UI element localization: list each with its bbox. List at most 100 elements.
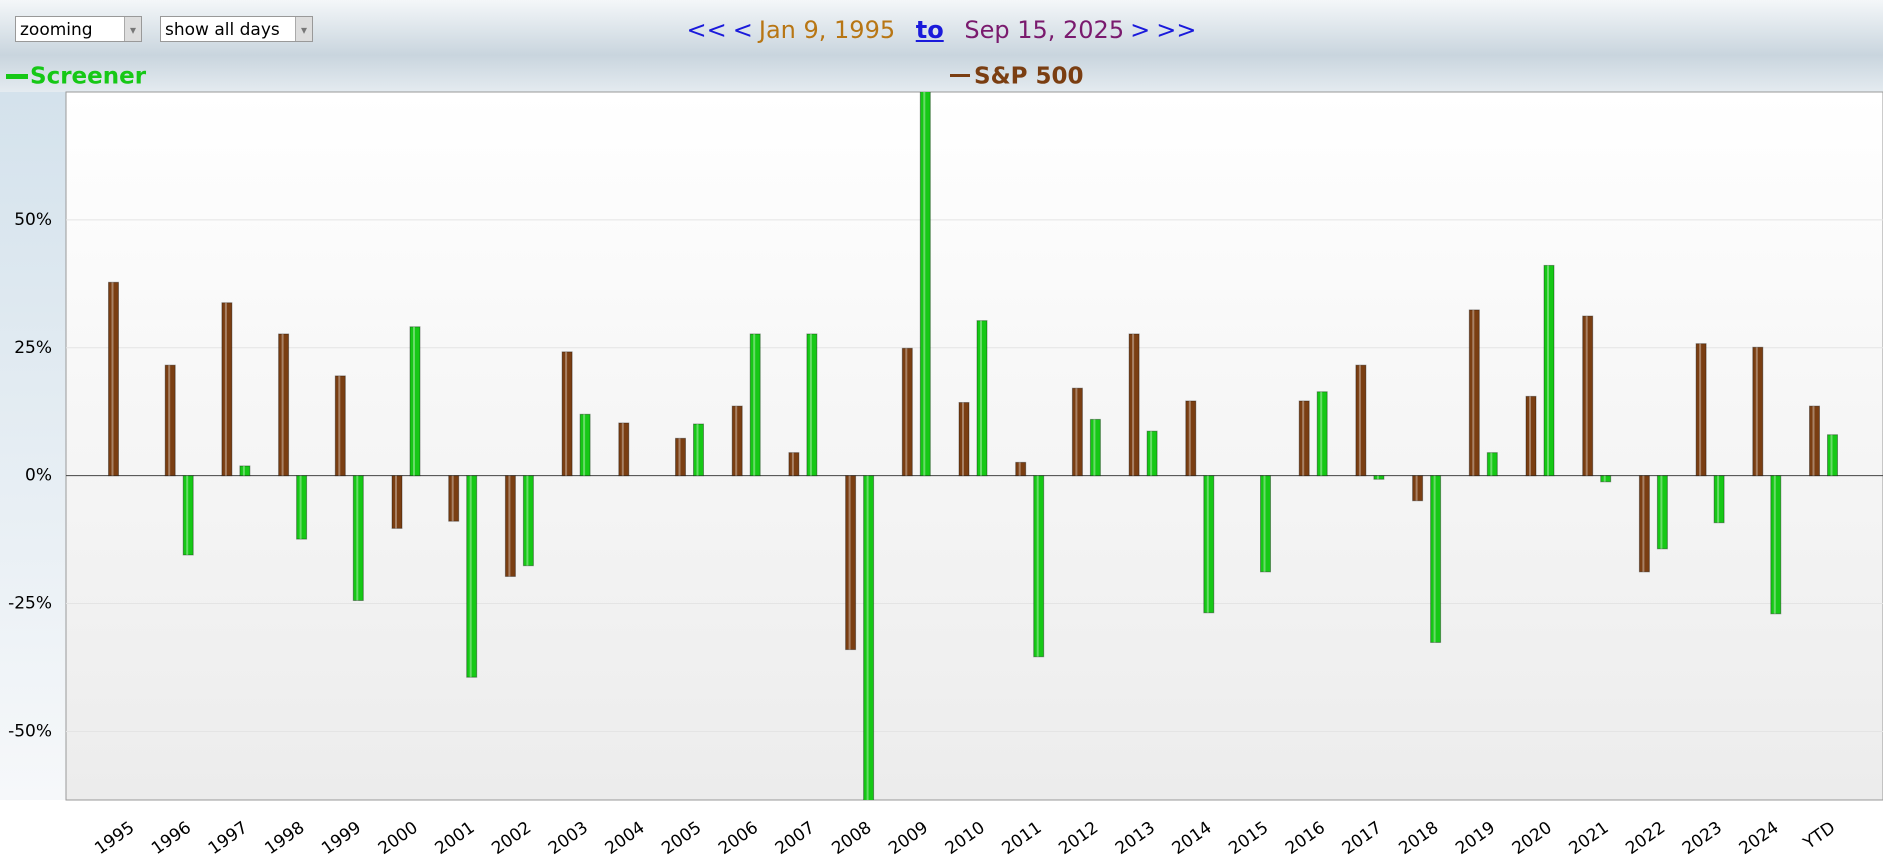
x-tick-label: 2010 — [942, 818, 989, 859]
bar — [618, 422, 630, 477]
x-tick-label: 2011 — [999, 818, 1046, 859]
bar — [976, 320, 988, 477]
bar-highlight — [469, 475, 472, 678]
bar-highlight — [1717, 475, 1720, 523]
bar — [182, 475, 194, 556]
bar-highlight — [1830, 434, 1833, 476]
x-tick-label: 2009 — [885, 818, 932, 859]
header — [0, 0, 1883, 92]
bar-highlight — [1376, 475, 1379, 480]
bar — [1468, 309, 1480, 477]
bar-highlight — [1036, 475, 1039, 657]
bar-highlight — [1188, 400, 1191, 476]
y-tick-label: -25% — [8, 594, 52, 614]
bar-highlight — [848, 475, 851, 650]
bar-highlight — [1415, 475, 1418, 501]
bar — [1373, 475, 1385, 480]
end-date[interactable]: Sep 15, 2025 — [964, 16, 1125, 44]
bar-highlight — [395, 475, 397, 529]
bar — [863, 475, 875, 800]
x-tick-label: 2008 — [828, 818, 875, 859]
bar-highlight — [1699, 343, 1702, 476]
start-date[interactable]: Jan 9, 1995 — [758, 16, 896, 44]
bar — [1015, 461, 1027, 477]
plot-area — [65, 91, 1883, 801]
bar-highlight — [356, 475, 359, 601]
bar-highlight — [242, 465, 245, 476]
last-button[interactable]: >> — [1156, 16, 1197, 44]
bar-highlight — [980, 320, 982, 476]
bar — [1809, 405, 1820, 477]
bar-highlight — [451, 475, 454, 522]
bar — [675, 437, 686, 477]
x-tick-label: 2018 — [1395, 818, 1442, 859]
bar-highlight — [1585, 316, 1588, 476]
bar — [1412, 475, 1424, 502]
next-button[interactable]: > — [1130, 16, 1151, 44]
bar — [164, 364, 176, 477]
bar-highlight — [621, 422, 624, 476]
bar-highlight — [791, 452, 794, 476]
bar — [1089, 418, 1101, 477]
prev-button[interactable]: < — [732, 16, 753, 44]
bar-highlight — [111, 282, 114, 476]
bar-highlight — [1812, 406, 1815, 476]
bar — [1638, 475, 1650, 573]
y-tick-label: 25% — [14, 338, 52, 358]
bar-highlight — [1773, 475, 1776, 614]
x-tick-label: 1996 — [148, 818, 195, 859]
bar — [278, 333, 290, 477]
first-button[interactable]: << — [686, 16, 727, 44]
bar-highlight — [186, 475, 189, 555]
bar-highlight — [1490, 452, 1493, 476]
bar — [334, 375, 346, 477]
bar-highlight — [753, 333, 756, 476]
zoom-select[interactable]: zooming — [15, 16, 142, 42]
bar-highlight — [1132, 333, 1135, 476]
bar — [1185, 400, 1197, 477]
bar — [901, 347, 913, 477]
x-tick-label: 2017 — [1339, 818, 1386, 859]
y-tick-label: 50% — [14, 210, 52, 230]
bar — [221, 302, 233, 477]
x-tick-label: 2012 — [1055, 818, 1102, 859]
x-tick-label: 2023 — [1679, 818, 1726, 859]
bar — [1128, 333, 1140, 477]
bar-highlight — [1755, 347, 1758, 476]
bar — [806, 333, 818, 477]
bar — [1071, 387, 1083, 477]
bar — [1298, 400, 1310, 477]
bar — [1827, 434, 1838, 477]
bar — [579, 413, 591, 477]
bar — [448, 475, 460, 522]
bar-highlight — [1603, 475, 1606, 482]
bars — [108, 92, 1838, 800]
bar-highlight — [168, 365, 171, 476]
bar — [958, 402, 970, 477]
bar — [1486, 452, 1498, 477]
bar-highlight — [1358, 365, 1361, 476]
bar-highlight — [281, 333, 284, 476]
x-tick-label: 1995 — [91, 818, 138, 859]
bar — [504, 475, 516, 577]
bar-highlight — [866, 475, 869, 800]
bar — [1600, 475, 1612, 483]
bar-highlight — [1642, 475, 1645, 572]
bar — [239, 465, 251, 477]
days-select[interactable]: show all days — [160, 16, 313, 42]
x-tick-label: 2007 — [772, 818, 819, 859]
to-link[interactable]: to — [915, 16, 944, 44]
x-tick-label: YTD — [1799, 818, 1839, 854]
bar-highlight — [1206, 475, 1209, 613]
bar — [352, 475, 364, 601]
x-tick-label: 1998 — [261, 818, 308, 859]
x-tick-label: 2022 — [1622, 818, 1669, 859]
bar — [788, 452, 800, 477]
x-tick-label: 2014 — [1169, 818, 1216, 859]
bar — [693, 423, 704, 477]
x-tick-label: 1997 — [205, 818, 252, 859]
bar-highlight — [583, 414, 586, 476]
x-tick-label: 2001 — [432, 818, 479, 859]
bar — [1430, 475, 1442, 643]
